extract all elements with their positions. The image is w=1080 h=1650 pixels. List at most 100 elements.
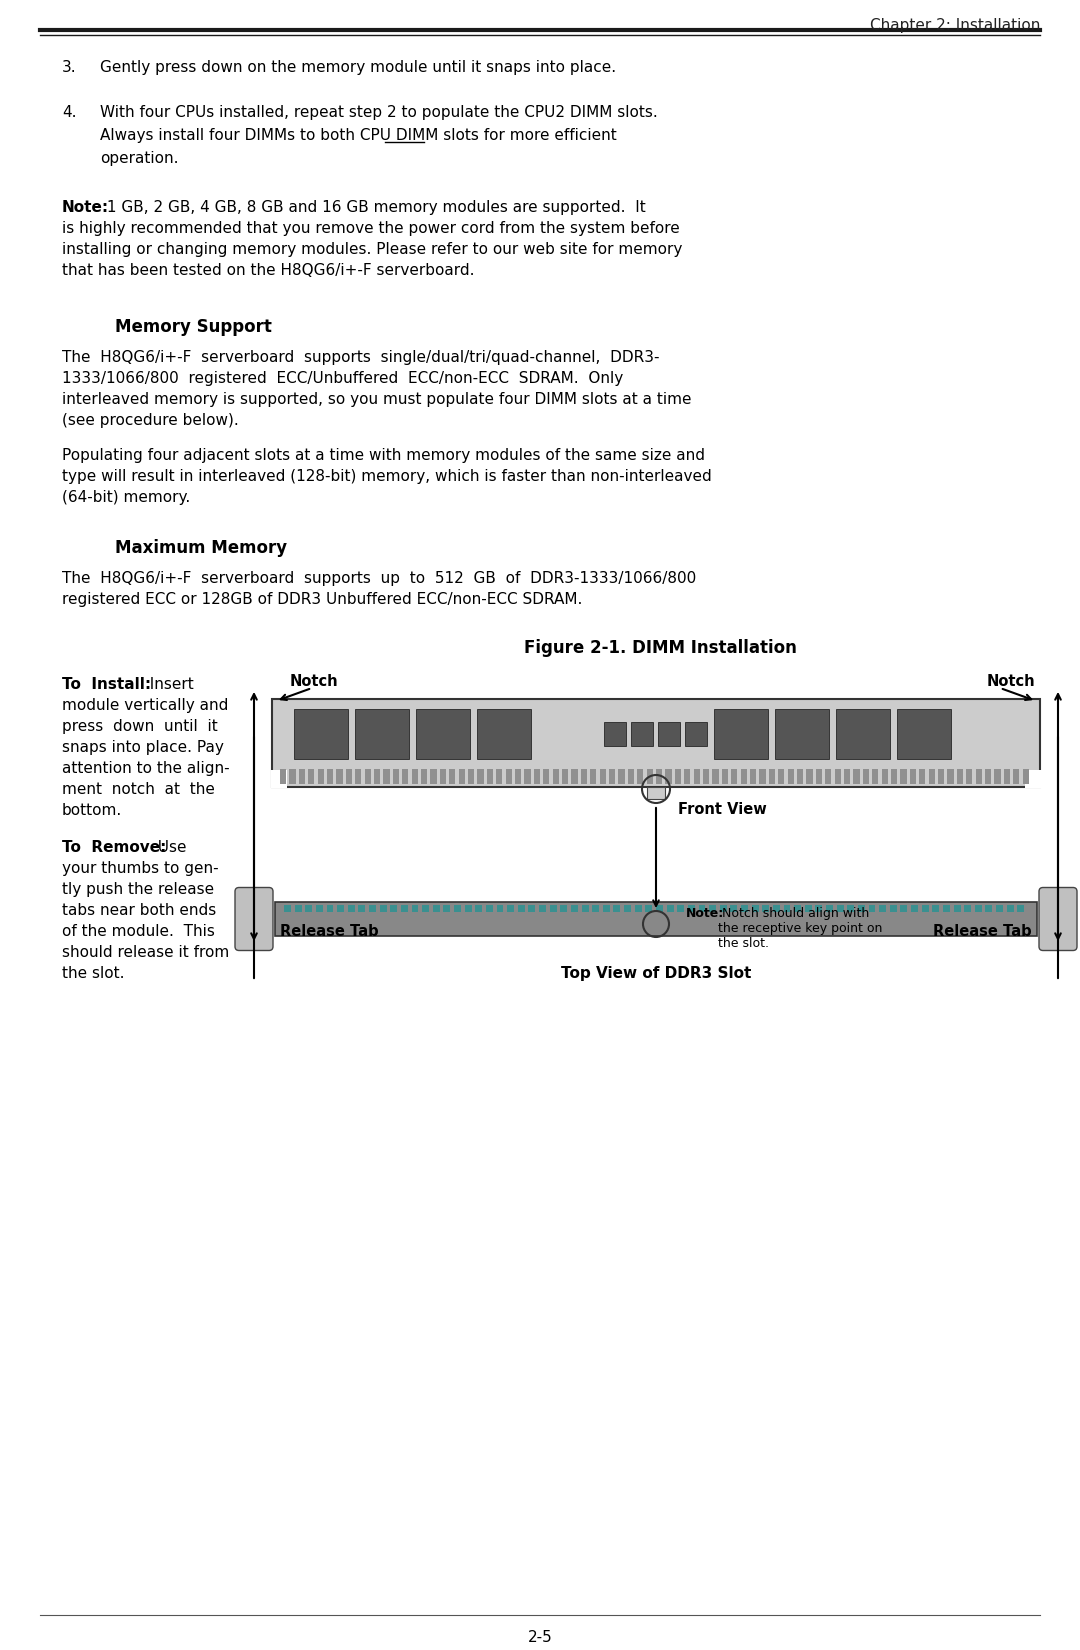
Text: With four CPUs installed, repeat step 2 to populate the CPU2 DIMM slots.: With four CPUs installed, repeat step 2 … [100,106,658,120]
Bar [295,904,301,912]
Text: attention to the align-: attention to the align- [62,761,230,776]
Bar [685,723,707,746]
Bar [741,769,746,784]
Bar [647,769,652,784]
Bar [315,904,323,912]
Bar [921,904,929,912]
Bar [964,904,971,912]
Bar [837,904,843,912]
Bar [496,769,502,784]
Bar [773,904,780,912]
Bar [440,769,446,784]
Bar [475,904,483,912]
Bar [995,769,1000,784]
Bar [534,769,540,784]
Bar [909,769,916,784]
Bar [836,710,890,759]
Bar [929,769,934,784]
Bar [539,904,546,912]
Bar [393,769,399,784]
Bar [769,769,775,784]
Bar [517,904,525,912]
Bar [508,904,514,912]
Bar [327,769,333,784]
Bar [868,904,876,912]
Bar [677,904,684,912]
Bar [637,769,644,784]
Bar [433,904,440,912]
Text: Release Tab: Release Tab [933,924,1032,939]
Bar [553,769,558,784]
Bar [996,904,1003,912]
Text: Maximum Memory: Maximum Memory [114,540,287,558]
Text: Use: Use [148,840,187,855]
FancyBboxPatch shape [235,888,273,950]
Text: The  H8QG6/i+-F  serverboard  supports  single/dual/tri/quad-channel,  DDR3-: The H8QG6/i+-F serverboard supports sing… [62,350,660,365]
Text: Notch: Notch [291,673,339,690]
Bar [699,904,705,912]
Bar [294,710,348,759]
Bar [336,769,342,784]
Bar [624,904,631,912]
Bar [713,769,718,784]
Bar [571,769,578,784]
Bar [815,769,822,784]
Bar [985,904,993,912]
FancyBboxPatch shape [1039,888,1077,950]
Text: Always install four DIMMs to both CPU DIMM slots for more efficient: Always install four DIMMs to both CPU DI… [100,129,617,144]
Bar [383,769,390,784]
Bar [431,769,436,784]
Bar [402,769,408,784]
Bar [779,769,784,784]
Bar [939,769,944,784]
Bar [1017,904,1024,912]
Bar [422,904,429,912]
Bar [592,904,599,912]
Bar [719,904,727,912]
Bar [901,769,906,784]
Bar [289,769,296,784]
Bar [275,903,1037,936]
Text: Chapter 2: Installation: Chapter 2: Installation [869,18,1040,33]
Bar [515,769,522,784]
Text: 2-5: 2-5 [528,1630,552,1645]
Bar [613,904,620,912]
Bar [477,769,484,784]
Bar [318,769,324,784]
Bar [449,769,456,784]
Bar [825,769,832,784]
Bar [444,904,450,912]
Bar [646,904,652,912]
Bar [750,769,756,784]
Bar [635,904,642,912]
Text: operation.: operation. [100,152,178,167]
Bar [631,723,653,746]
Text: registered ECC or 128GB of DDR3 Unbuffered ECC/non-ECC SDRAM.: registered ECC or 128GB of DDR3 Unbuffer… [62,592,582,607]
Bar [348,904,354,912]
Bar [604,723,626,746]
Bar [582,904,589,912]
Bar [486,904,492,912]
Bar [759,769,766,784]
Bar [603,904,610,912]
Bar [284,904,291,912]
Bar [957,769,963,784]
Bar [619,769,624,784]
Bar [762,904,769,912]
Bar [581,769,586,784]
Text: press  down  until  it: press down until it [62,719,218,734]
Bar [459,769,464,784]
Bar [365,769,370,784]
Bar [590,769,596,784]
Bar [775,710,829,759]
Text: type will result in interleaved (128-bit) memory, which is faster than non-inter: type will result in interleaved (128-bit… [62,469,712,483]
Bar [805,904,812,912]
Bar [561,904,567,912]
Text: Populating four adjacent slots at a time with memory modules of the same size an: Populating four adjacent slots at a time… [62,449,705,464]
Bar [543,769,550,784]
Bar [1013,769,1020,784]
Bar [656,904,663,912]
Bar [710,904,716,912]
Bar [853,769,860,784]
Text: (see procedure below).: (see procedure below). [62,412,239,427]
